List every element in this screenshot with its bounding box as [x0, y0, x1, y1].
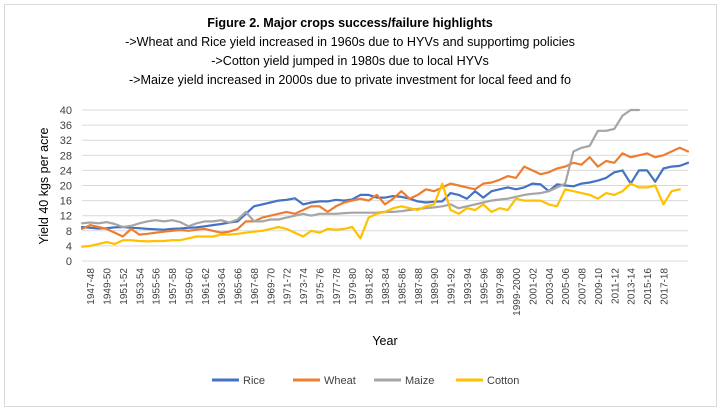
- y-axis-label: Yield 40 kgs per acre: [37, 127, 51, 244]
- x-tick-label: 2013-14: [627, 268, 638, 305]
- x-tick-label: 1963-64: [217, 268, 228, 305]
- x-tick-label: 1951-52: [119, 268, 130, 305]
- x-tick-label: 1969-70: [266, 268, 277, 305]
- y-tick-label: 20: [60, 181, 72, 193]
- x-tick-label: 2015-16: [643, 268, 654, 305]
- legend-label: Cotton: [487, 375, 519, 387]
- gridlines: [82, 109, 688, 262]
- x-tick-label: 1979-80: [348, 268, 359, 305]
- x-tick-label: 1967-68: [250, 268, 261, 305]
- x-tick-label: 1995-96: [479, 268, 490, 305]
- x-tick-label: 1991-92: [447, 268, 458, 305]
- y-tick-label: 40: [60, 105, 72, 117]
- y-tick-label: 28: [60, 150, 72, 162]
- x-tick-label: 1955-56: [152, 268, 163, 305]
- x-tick-label: 1973-74: [299, 268, 310, 305]
- x-tick-label: 1957-58: [168, 268, 179, 305]
- x-tick-label: 1959-60: [184, 268, 195, 305]
- chart-subtitle-line-3: ->Maize yield increased in 2000s due to …: [128, 73, 572, 87]
- chart-title-block: Figure 2. Major crops success/failure hi…: [0, 14, 700, 90]
- legend-item-maize: Maize: [374, 375, 434, 387]
- x-tick-label: 1949-50: [103, 268, 114, 305]
- chart-title: Figure 2. Major crops success/failure hi…: [207, 16, 493, 30]
- x-tick-label: 2007-08: [578, 268, 589, 305]
- chart-frame: [4, 4, 717, 407]
- x-tick-label: 1993-94: [463, 268, 474, 305]
- y-tick-label: 36: [60, 120, 72, 132]
- y-tick-label: 16: [60, 196, 72, 208]
- x-tick-label: 1987-88: [414, 268, 425, 305]
- y-tick-label: 0: [66, 256, 72, 268]
- y-tick-label: 32: [60, 135, 72, 147]
- x-tick-label: 1997-98: [496, 268, 507, 305]
- x-tick-label: 2011-12: [610, 268, 621, 304]
- x-tick-label: 1981-82: [365, 268, 376, 305]
- legend-label: Wheat: [324, 375, 356, 387]
- chart-subtitle-line-1: ->Wheat and Rice yield increased in 1960…: [125, 35, 575, 49]
- y-tick-labels: 0 4 8 12 16 20 24 28 32 36 40: [60, 105, 72, 268]
- x-tick-label: 2001-02: [528, 268, 539, 305]
- x-tick-label: 1975-76: [315, 268, 326, 305]
- x-tick-label: 1965-66: [234, 268, 245, 305]
- legend-label: Maize: [405, 375, 434, 387]
- x-tick-labels: 1947-48 1949-50 1951-52 1953-54 1955-56 1957-…: [86, 268, 670, 316]
- x-tick-label: 1977-78: [332, 268, 343, 305]
- x-tick-label: 1985-86: [397, 268, 408, 305]
- legend-item-wheat: Wheat: [293, 375, 356, 387]
- x-tick-label: 2005-06: [561, 268, 572, 305]
- x-tick-label: 1989-90: [430, 268, 441, 305]
- legend-label: Rice: [243, 375, 265, 387]
- x-tick-label: 1961-62: [201, 268, 212, 305]
- series-lines: [80, 108, 690, 248]
- legend-item-cotton: Cotton: [456, 375, 519, 387]
- series-line-wheat: [80, 146, 690, 238]
- y-tick-label: 24: [60, 165, 72, 177]
- x-tick-label: 1947-48: [86, 268, 97, 305]
- x-tick-label: 1999-2000: [512, 268, 523, 316]
- series-line-rice: [80, 161, 690, 231]
- legend: Rice Wheat Maize Cotton: [212, 375, 519, 387]
- y-tick-label: 4: [66, 241, 72, 253]
- x-tick-label: 1983-84: [381, 268, 392, 305]
- legend-item-rice: Rice: [212, 375, 265, 387]
- y-tick-label: 8: [66, 226, 72, 238]
- chart-subtitle-line-2: ->Cotton yield jumped in 1980s due to lo…: [211, 54, 489, 68]
- series-line-cotton: [80, 182, 681, 248]
- y-tick-label: 12: [60, 211, 72, 223]
- x-tick-label: 1953-54: [135, 268, 146, 305]
- x-tick-label: 2009-10: [594, 268, 605, 305]
- x-tick-label: 2003-04: [545, 268, 556, 305]
- series-line-maize: [80, 108, 641, 229]
- x-axis-label: Year: [372, 334, 397, 348]
- x-tick-label: 1971-72: [283, 268, 294, 305]
- x-tick-label: 2017-18: [659, 268, 670, 305]
